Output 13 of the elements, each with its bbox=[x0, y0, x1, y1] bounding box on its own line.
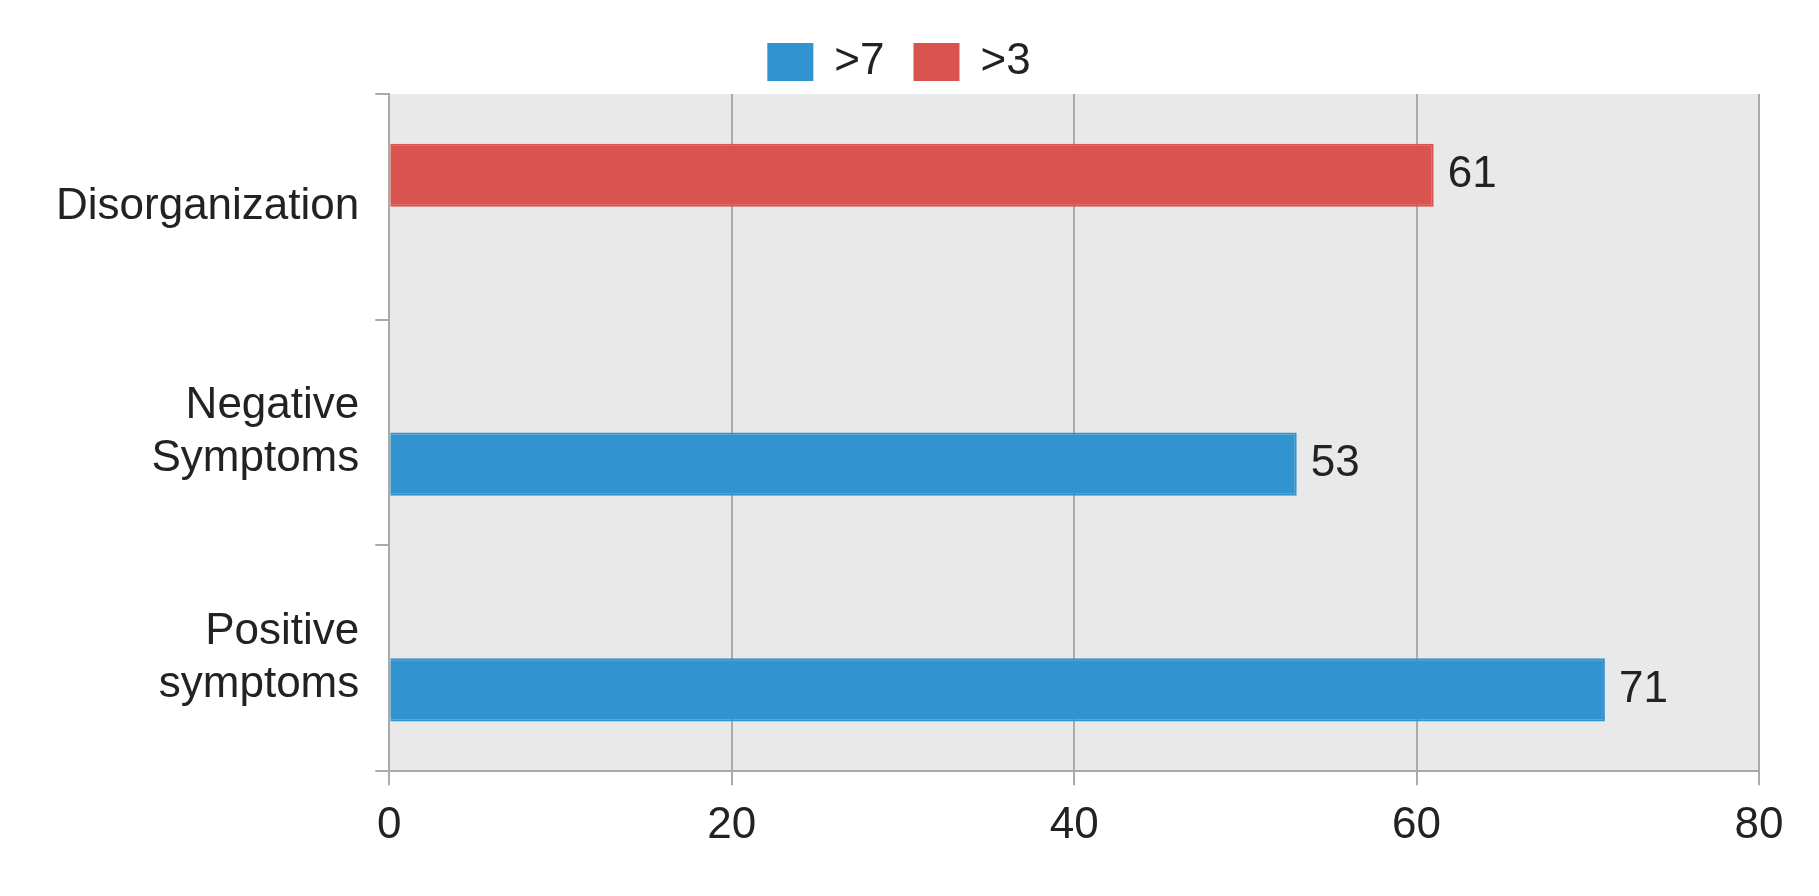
x-tick-label: 0 bbox=[377, 797, 402, 847]
data-label: 61 bbox=[1447, 147, 1497, 197]
data-label: 71 bbox=[1618, 662, 1668, 712]
y-tick-label: Negative Symptoms bbox=[151, 378, 360, 481]
x-tick-label: 40 bbox=[1049, 797, 1099, 847]
y-tick-label: Positive symptoms bbox=[158, 604, 360, 706]
legend-label: >7 bbox=[834, 34, 885, 84]
x-tick-label: 80 bbox=[1734, 797, 1784, 847]
y-tick-label: Disorganization bbox=[55, 179, 360, 229]
data-label: 53 bbox=[1310, 436, 1360, 486]
x-tick-label: 60 bbox=[1392, 797, 1442, 847]
legend-label: >3 bbox=[980, 34, 1031, 84]
x-tick-label: 20 bbox=[707, 797, 757, 847]
